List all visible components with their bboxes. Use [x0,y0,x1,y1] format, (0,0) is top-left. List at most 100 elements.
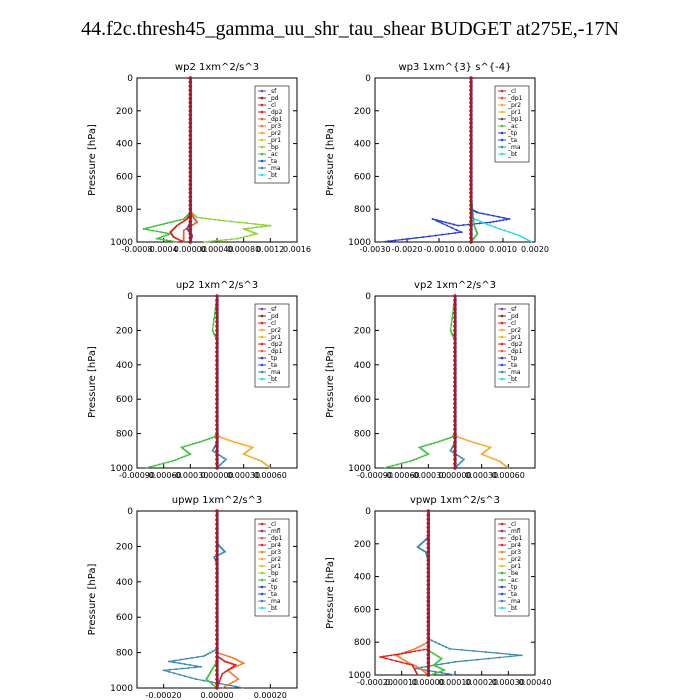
series-point [237,659,240,662]
x-tick-label: 0.00000 [200,471,233,480]
series-point [422,236,424,239]
series-point [202,655,205,658]
legend-marker [260,166,264,170]
legend-label: _pr2 [267,556,281,563]
series-point [149,226,152,229]
series-point [162,238,165,241]
series-point [440,663,443,666]
series-point [213,649,216,652]
series-point [434,234,437,237]
series-point [454,660,456,663]
series-point [251,231,254,234]
series-point [219,239,222,242]
series-point [419,447,422,450]
y-tick-label: 0 [127,507,133,517]
series-point [167,461,170,464]
legend-label: _bp [267,144,279,151]
series-point [230,666,233,669]
series-point [456,464,459,467]
legend-label: _ta [507,591,517,598]
series-point [424,450,427,453]
series-point [230,238,233,241]
series-point [253,222,256,225]
legend-marker [260,321,264,325]
series-point [499,461,502,464]
series-point [431,218,434,221]
series-point [242,662,245,665]
x-tick-label: -0.0008 [122,245,153,254]
series-point [398,656,401,659]
series-point [418,446,421,449]
series-point [454,231,456,234]
series-line-ac [143,78,191,243]
legend-marker [260,578,264,582]
series-point [406,660,408,663]
series-point [424,444,427,447]
series-point [438,656,441,659]
series-point [434,664,437,667]
legend-marker [500,550,504,554]
series-point [477,442,480,445]
series-point [224,458,227,461]
x-tick-label: 0.00040 [518,678,551,687]
legend-label: _bt [267,605,278,612]
y-tick-label: 1000 [110,238,133,248]
legend-marker [500,585,504,589]
series-point [447,672,450,675]
series-line-ac [427,511,446,676]
y-tick-label: 1000 [348,671,371,681]
series-point [253,231,256,234]
series-point [213,664,216,667]
legend-label: _dp1 [507,535,523,542]
legend-box [254,518,290,617]
legend-marker [260,550,264,554]
series-point [198,441,201,444]
legend-marker [260,131,264,135]
legend-marker [500,543,504,547]
series-point [483,450,486,453]
legend-box [494,85,530,163]
series-point [434,663,436,666]
legend-label: _dp1 [507,95,523,102]
series-point [223,437,226,440]
legend-label: _dp1 [267,535,283,542]
series-point [221,653,224,656]
legend-label: _cl [507,521,516,528]
series-point [242,453,245,456]
series-point [208,673,210,676]
series-point [495,458,498,461]
y-tick-label: 0 [127,292,133,302]
series-point [208,240,211,243]
x-tick-label: 0.00080 [227,245,260,254]
series-point [432,664,435,667]
x-tick-label: 0.00020 [465,678,498,687]
x-tick-label: 0.0000 [457,245,485,254]
legend-label: _ta [267,158,277,165]
series-point [412,458,415,461]
series-point [172,220,175,223]
series-point [212,666,215,669]
legend-label: _bt [507,151,518,158]
series-point [520,235,523,238]
series-point [448,222,451,225]
series-point [182,235,185,238]
series-point [461,437,464,440]
series-point [167,233,170,236]
series-point [184,219,187,222]
legend-label: _ma [507,144,521,151]
y-tick-label: 200 [116,107,133,117]
series-point [146,227,148,230]
legend-label: _ma [267,369,281,376]
x-tick-label: -0.0020 [392,245,423,254]
series-point [418,456,421,459]
series-point [156,237,158,240]
series-point [476,658,479,661]
series-point [204,217,207,220]
x-tick-label: -0.0010 [424,245,455,254]
series-point [187,666,190,669]
y-tick-label: 400 [354,361,371,371]
series-point [228,439,231,442]
series-point [407,649,410,652]
series-point [242,236,245,239]
plot-frame [374,77,536,243]
